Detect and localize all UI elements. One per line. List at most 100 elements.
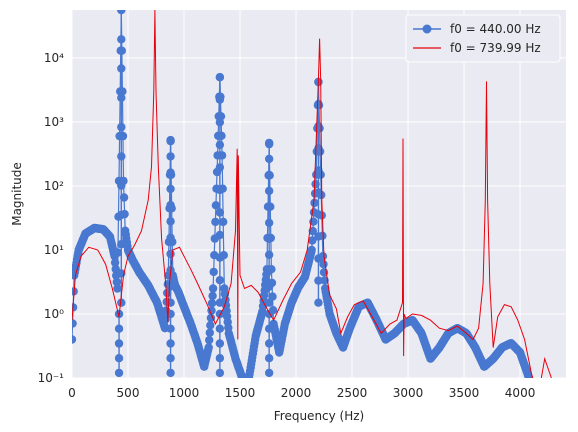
x-tick-label: 2500 [337, 386, 368, 400]
y-tick-label: 10³ [44, 115, 64, 129]
peak-point [215, 73, 225, 82]
y-tick-labels: 10⁻¹ 10⁰ 10¹ 10² 10³ 10⁴ [38, 51, 65, 385]
dip-point [264, 324, 274, 333]
peak-point [166, 184, 175, 194]
data-point [118, 87, 127, 96]
peak-point [314, 298, 323, 307]
x-tick-label: 1000 [169, 386, 200, 400]
peak-point [166, 249, 175, 259]
peak-point [215, 298, 225, 307]
dip-point [166, 354, 175, 363]
series-f0-740 [72, 10, 552, 378]
dip-point [114, 368, 124, 378]
peak-point [264, 282, 274, 291]
x-tick-label: 3500 [449, 386, 480, 400]
data-point [207, 299, 217, 308]
peak-point [314, 188, 323, 197]
y-tick-label: 10⁴ [44, 51, 64, 65]
peak-point [264, 186, 274, 196]
peak-point [117, 10, 126, 15]
dip-point [114, 324, 124, 333]
data-point [310, 198, 319, 208]
dip-point [215, 368, 225, 378]
peak-point [166, 298, 175, 307]
peak-point [215, 140, 225, 149]
dip-point [215, 354, 225, 363]
peak-point [166, 135, 175, 145]
peak-point [117, 35, 126, 44]
series-line [72, 10, 552, 378]
dip-point [166, 324, 175, 333]
peak-point [215, 276, 225, 285]
peak-point [264, 138, 274, 148]
peak-point [264, 170, 274, 180]
data-point [209, 267, 218, 277]
legend-box [405, 14, 561, 63]
data-point [118, 131, 128, 141]
peak-point [166, 152, 175, 161]
dip-point [215, 324, 225, 333]
peak-point [117, 298, 126, 307]
x-tick-label: 4000 [505, 386, 536, 400]
data-point [110, 258, 120, 267]
plot-area [72, 10, 552, 378]
peak-point [314, 210, 323, 219]
peak-point [166, 200, 175, 210]
data-point [206, 313, 216, 323]
data-point [211, 217, 220, 227]
peak-point [117, 240, 126, 249]
peak-point [314, 276, 323, 285]
peak-point [166, 217, 175, 226]
dip-point [264, 339, 274, 348]
data-point [308, 226, 317, 236]
peak-point [264, 298, 274, 307]
peak-point [215, 253, 225, 262]
peak-point [215, 163, 225, 172]
data-point [208, 291, 217, 301]
data-point [112, 277, 122, 287]
legend: f0 = 440.00 Hz f0 = 739.99 Hz [405, 14, 561, 63]
peak-point [166, 233, 175, 242]
x-tick-labels: 0 500 1000 1500 2000 2500 3000 3500 4000 [68, 386, 535, 400]
data-point [72, 287, 78, 296]
data-point [119, 193, 129, 202]
dip-point [264, 354, 274, 363]
data-point [204, 343, 213, 352]
y-axis-label: Magnitude [10, 162, 24, 226]
data-point [524, 373, 534, 378]
peak-point [215, 185, 225, 195]
data-point [307, 245, 316, 255]
peak-point [166, 282, 175, 291]
y-tick-label: 10⁻¹ [38, 371, 65, 385]
data-point [211, 201, 221, 210]
peak-point [264, 234, 274, 243]
data-point [206, 321, 215, 330]
peak-point [117, 152, 126, 161]
data-point [113, 284, 122, 293]
x-tick-label: 500 [117, 386, 140, 400]
peak-point [117, 93, 126, 103]
dip-point [166, 368, 175, 378]
dip-point [166, 339, 175, 348]
x-tick-label: 3000 [393, 386, 424, 400]
peak-point [215, 118, 225, 127]
dip-point [215, 339, 225, 348]
peak-point [314, 232, 323, 241]
peak-point [166, 168, 175, 177]
peak-point [117, 122, 126, 132]
x-tick-label: 1500 [225, 386, 256, 400]
dip-point [264, 368, 274, 378]
data-point [219, 217, 228, 227]
peak-point [264, 154, 274, 164]
peak-point [264, 266, 274, 275]
peak-point [215, 95, 225, 104]
y-tick-label: 10¹ [44, 243, 64, 257]
data-point [113, 248, 123, 257]
data-point [205, 328, 214, 337]
dip-point [114, 354, 124, 363]
legend-label-f0-440: f0 = 440.00 Hz [450, 22, 541, 36]
x-tick-label: 2000 [281, 386, 312, 400]
peak-point [215, 208, 225, 217]
data-point [205, 335, 214, 345]
